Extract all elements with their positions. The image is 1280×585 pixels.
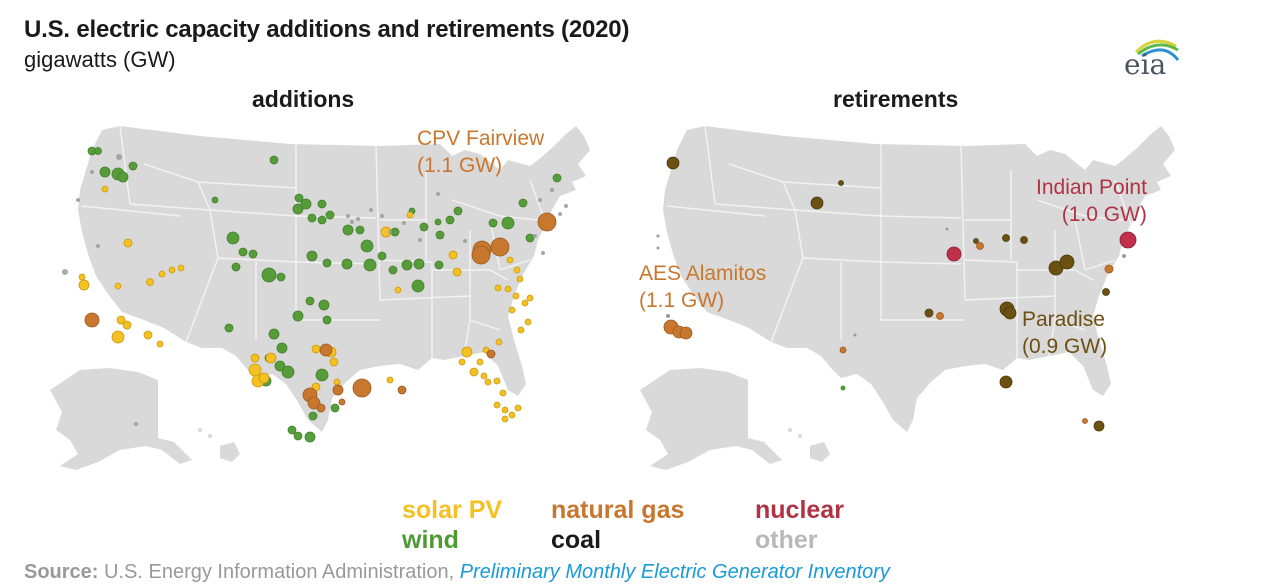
legend-wind: wind <box>402 526 459 554</box>
additions-other-dots <box>62 154 568 426</box>
annotation-value: (1.1 GW) <box>417 154 503 177</box>
retirements-ak-hi <box>640 368 830 470</box>
chart-subtitle: gigawatts (GW) <box>24 47 176 72</box>
legend-other: other <box>755 526 818 554</box>
annotation-value: (1.1 GW) <box>639 289 725 312</box>
retirements-other-dots <box>656 227 1126 337</box>
source-text: U.S. Energy Information Administration, <box>98 561 460 583</box>
panel-title-retirements: retirements <box>833 86 959 112</box>
annotation-name: AES Alamitos <box>639 262 767 285</box>
annotation-value: (1.0 GW) <box>1061 203 1147 226</box>
legend-col-1: solar PV wind <box>402 495 502 555</box>
legend-coal: coal <box>551 526 602 554</box>
legend-col-3: nuclear other <box>755 495 844 555</box>
annotation-name: Paradise <box>1022 308 1105 331</box>
legend-col-2: natural gas coal <box>551 495 684 555</box>
retirements-coal-dots <box>666 156 1110 432</box>
annotation-aes-alamitos: AES Alamitos (1.1 GW) <box>639 260 766 314</box>
additions-solar-dots <box>78 185 534 423</box>
annotation-name: Indian Point <box>1036 176 1147 199</box>
retirements-nuclear-dots <box>946 231 1137 262</box>
additions-ak-hi <box>50 368 240 470</box>
panel-title-additions: additions <box>252 86 355 112</box>
annotation-value: (0.9 GW) <box>1022 335 1108 358</box>
legend-natural-gas: natural gas <box>551 496 685 524</box>
legend-solar: solar PV <box>402 496 503 524</box>
annotation-name: CPV Fairview <box>417 127 545 150</box>
retirements-gas-dots <box>663 242 1114 424</box>
eia-logo: eia <box>1124 39 1180 80</box>
source-label: Source: <box>24 561 99 583</box>
source-line: Source: U.S. Energy Information Administ… <box>24 561 890 584</box>
annotation-indian-point: Indian Point (1.0 GW) <box>1036 174 1147 228</box>
source-link[interactable]: Preliminary Monthly Electric Generator I… <box>459 561 890 583</box>
additions-wind-dots <box>87 146 562 443</box>
annotation-cpv-fairview: CPV Fairview (1.1 GW) <box>417 125 544 179</box>
chart-title: U.S. electric capacity additions and ret… <box>24 16 630 43</box>
retirements-wind-dots <box>840 385 846 391</box>
svg-text:eia: eia <box>1124 48 1166 80</box>
legend-nuclear: nuclear <box>755 496 844 524</box>
annotation-paradise: Paradise (0.9 GW) <box>1022 306 1107 360</box>
additions-gas-dots <box>84 212 557 413</box>
